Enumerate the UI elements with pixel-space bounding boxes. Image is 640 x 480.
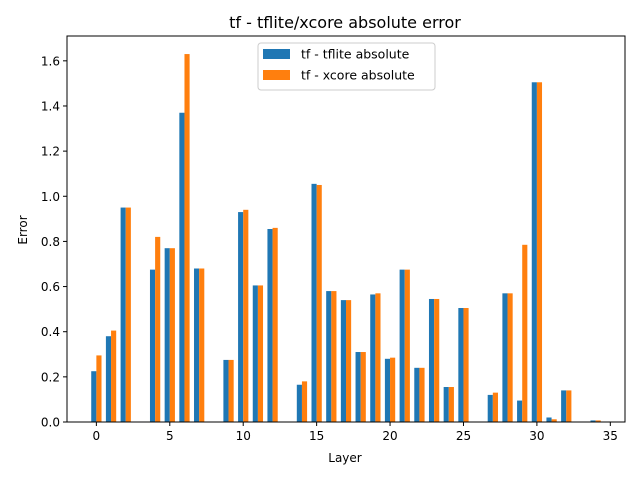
bar-series-2-layer-4 — [155, 236, 161, 422]
bar-series-2-layer-2 — [125, 207, 131, 422]
x-tick-label: 15 — [309, 429, 324, 443]
bar-series-1-layer-11 — [252, 285, 258, 422]
bar-series-2-layer-23 — [434, 298, 440, 422]
bar-series-1-layer-14 — [296, 384, 302, 422]
x-tick-label: 30 — [529, 429, 544, 443]
bar-series-2-layer-7 — [199, 268, 205, 422]
legend-label: tf - tflite absolute — [301, 47, 410, 62]
bar-series-2-layer-6 — [184, 54, 190, 423]
x-axis-label: Layer — [328, 451, 362, 465]
y-tick-label: 0.8 — [41, 235, 60, 249]
bar-series-2-layer-20 — [390, 357, 396, 422]
bar-series-1-layer-4 — [149, 269, 156, 422]
bar-series-2-layer-22 — [419, 367, 425, 422]
y-tick-label: 1.0 — [41, 190, 60, 204]
y-tick-label: 0.4 — [41, 325, 60, 339]
bar-series-2-layer-34 — [595, 420, 601, 422]
bar-series-1-layer-19 — [370, 294, 376, 422]
bar-series-1-layer-28 — [502, 293, 508, 422]
bar-series-1-layer-9 — [223, 359, 229, 422]
legend-swatch — [263, 49, 290, 59]
bar-series-2-layer-28 — [507, 293, 513, 422]
bar-series-1-layer-20 — [384, 358, 391, 422]
x-tick-label: 20 — [382, 429, 397, 443]
bar-series-2-layer-31 — [551, 419, 557, 422]
bar-series-2-layer-32 — [566, 390, 572, 422]
bar-series-1-layer-5 — [164, 248, 170, 422]
bar-series-2-layer-15 — [316, 184, 322, 422]
x-tick-label: 10 — [236, 429, 251, 443]
bar-series-2-layer-16 — [331, 291, 337, 422]
y-tick-label: 0.2 — [41, 370, 60, 384]
bar-series-2-layer-5 — [169, 248, 175, 422]
bar-series-1-layer-12 — [267, 229, 273, 422]
legend-box — [257, 42, 436, 91]
axes: 0 5 10 15 20 25 30 35 0.0 0.2 0.4 0.6 0.8 1.0 1.2 1.4 1.… — [41, 54, 618, 443]
bar-series-2-layer-17 — [346, 300, 352, 422]
bar-series-1-layer-0 — [91, 371, 97, 422]
y-tick-label: 0.6 — [41, 280, 60, 294]
legend-swatch — [263, 70, 290, 80]
bar-series-2-layer-12 — [272, 227, 278, 422]
y-tick-label: 1.2 — [41, 145, 60, 159]
bar-series-2-layer-0 — [96, 355, 102, 422]
bar-series-1-layer-24 — [443, 387, 449, 422]
bar-series-2-layer-18 — [360, 352, 366, 422]
bar-series-1-layer-29 — [517, 400, 523, 422]
bar-series-1-layer-18 — [355, 352, 361, 422]
bar-series-1-layer-21 — [399, 269, 405, 422]
bar-series-2-layer-25 — [463, 308, 469, 422]
bar-series-1-layer-22 — [414, 367, 420, 422]
bar-series-2-layer-1 — [111, 330, 117, 422]
bar-series-2-layer-14 — [301, 381, 308, 422]
bar-series-1-layer-16 — [326, 291, 332, 422]
bar-series-2-layer-21 — [404, 269, 410, 422]
bar-series-2-layer-11 — [257, 285, 264, 422]
bar-series-1-layer-27 — [487, 394, 493, 422]
bar-series-2-layer-24 — [448, 387, 454, 422]
bar-series-1-layer-31 — [546, 417, 552, 422]
y-tick-label: 0.0 — [41, 416, 60, 430]
bar-series-1-layer-2 — [120, 207, 126, 422]
x-tick-label: 0 — [93, 429, 101, 443]
bar-series-2-layer-29 — [522, 244, 528, 422]
x-tick-label: 25 — [456, 429, 471, 443]
legend-label: tf - xcore absolute — [301, 68, 415, 83]
x-tick-label: 5 — [166, 429, 174, 443]
chart-title: tf - tflite/xcore absolute error — [229, 13, 461, 32]
bar-series-1-layer-23 — [428, 298, 435, 422]
bar-series-1-layer-30 — [531, 82, 537, 423]
bar-series-2-layer-9 — [228, 359, 234, 422]
bar-series-1-layer-10 — [238, 212, 244, 422]
bar-series-1-layer-7 — [194, 268, 200, 422]
y-tick-label: 1.4 — [41, 99, 60, 113]
bar-series-1-layer-15 — [311, 183, 317, 422]
bar-series-1-layer-17 — [340, 300, 346, 422]
bar-series-1-layer-25 — [458, 308, 464, 422]
bar-series-2-layer-10 — [243, 209, 249, 422]
bar-series-2-layer-30 — [536, 82, 543, 423]
bar-series-1-layer-32 — [561, 390, 567, 422]
y-tick-label: 1.6 — [41, 54, 60, 68]
bar-series-1-layer-6 — [179, 112, 185, 422]
bar-series-1-layer-34 — [590, 420, 596, 422]
bar-series-1-layer-1 — [105, 336, 112, 422]
bar-series-2-layer-27 — [492, 392, 498, 422]
bar-series-2-layer-19 — [375, 293, 381, 422]
y-axis-label: Error — [16, 215, 30, 244]
plot-frame — [66, 35, 626, 423]
x-tick-label: 35 — [603, 429, 618, 443]
plot-area — [91, 54, 601, 423]
legend: tf - tflite absolute tf - xcore absolute — [257, 42, 436, 91]
